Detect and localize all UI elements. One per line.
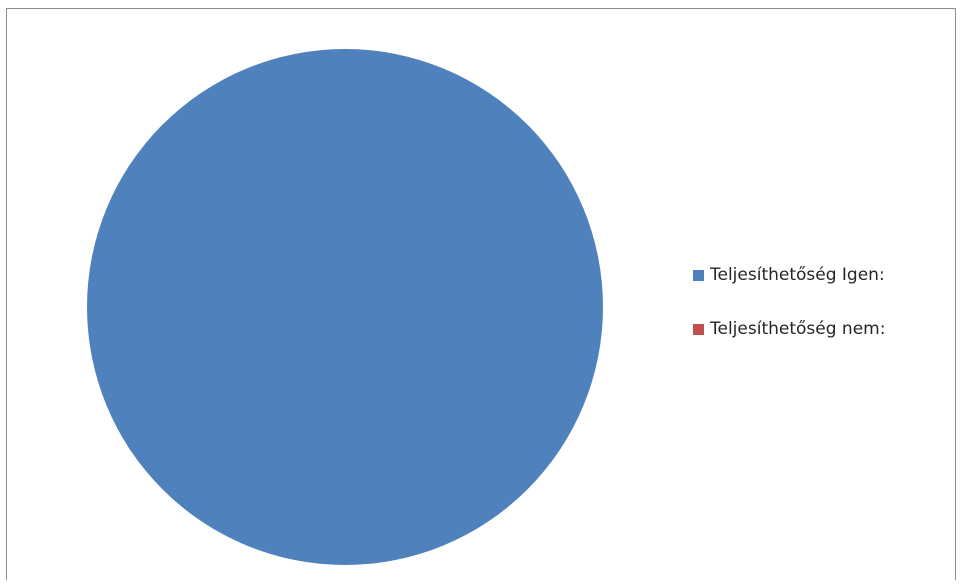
pie-chart bbox=[87, 49, 603, 565]
legend-swatch-igen bbox=[693, 269, 704, 281]
legend-label-igen: Teljesíthetőség Igen: bbox=[710, 265, 885, 285]
legend: Teljesíthetőség Igen: Teljesíthetőség ne… bbox=[693, 263, 885, 371]
legend-item-nem: Teljesíthetőség nem: bbox=[693, 317, 885, 341]
chart-area: Teljesíthetőség Igen: Teljesíthetőség ne… bbox=[6, 8, 956, 580]
legend-label-nem: Teljesíthetőség nem: bbox=[710, 319, 886, 339]
legend-swatch-nem bbox=[693, 323, 704, 335]
legend-item-igen: Teljesíthetőség Igen: bbox=[693, 263, 885, 287]
pie-slice-igen bbox=[87, 49, 603, 565]
